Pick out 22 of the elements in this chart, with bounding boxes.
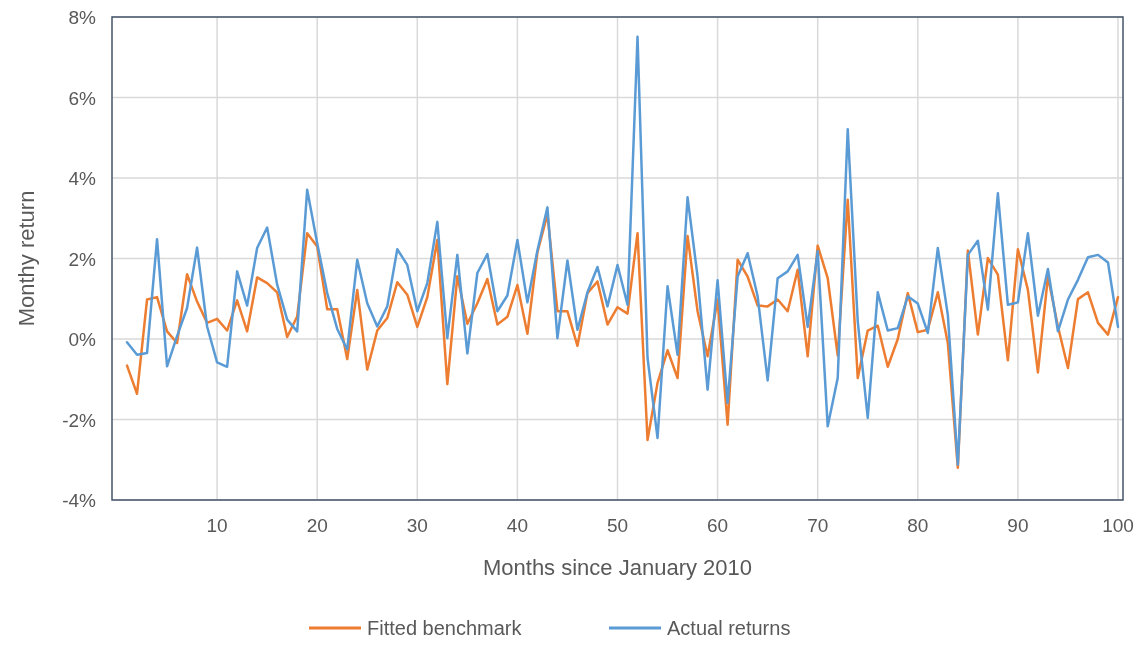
legend-label: Fitted benchmark bbox=[367, 617, 523, 639]
x-tick-label: 70 bbox=[807, 515, 829, 536]
x-tick-label: 90 bbox=[1007, 515, 1029, 536]
x-tick-label: 50 bbox=[606, 515, 629, 536]
y-tick-label: 8% bbox=[68, 7, 97, 28]
x-tick-label: 40 bbox=[506, 515, 528, 536]
x-axis-title: Months since January 2010 bbox=[482, 555, 753, 580]
y-tick-label: 6% bbox=[68, 87, 97, 109]
x-tick-label: 60 bbox=[707, 515, 729, 536]
y-tick-label: 0% bbox=[68, 329, 97, 350]
x-tick-label: 10 bbox=[206, 515, 228, 536]
line-series bbox=[125, 35, 1120, 466]
legend-label: Actual returns bbox=[667, 617, 791, 639]
y-tick-label: 4% bbox=[68, 168, 97, 189]
y-tick-label: -4% bbox=[62, 490, 97, 511]
y-tick-label: -2% bbox=[62, 409, 97, 431]
y-axis-title: Monthy return bbox=[14, 190, 39, 327]
x-tick-label: 20 bbox=[306, 515, 328, 536]
x-tick-label: 80 bbox=[907, 515, 929, 536]
x-tick-label: 30 bbox=[406, 515, 428, 536]
y-tick-label: 2% bbox=[68, 248, 97, 270]
x-tick-label: 100 bbox=[1102, 515, 1134, 536]
